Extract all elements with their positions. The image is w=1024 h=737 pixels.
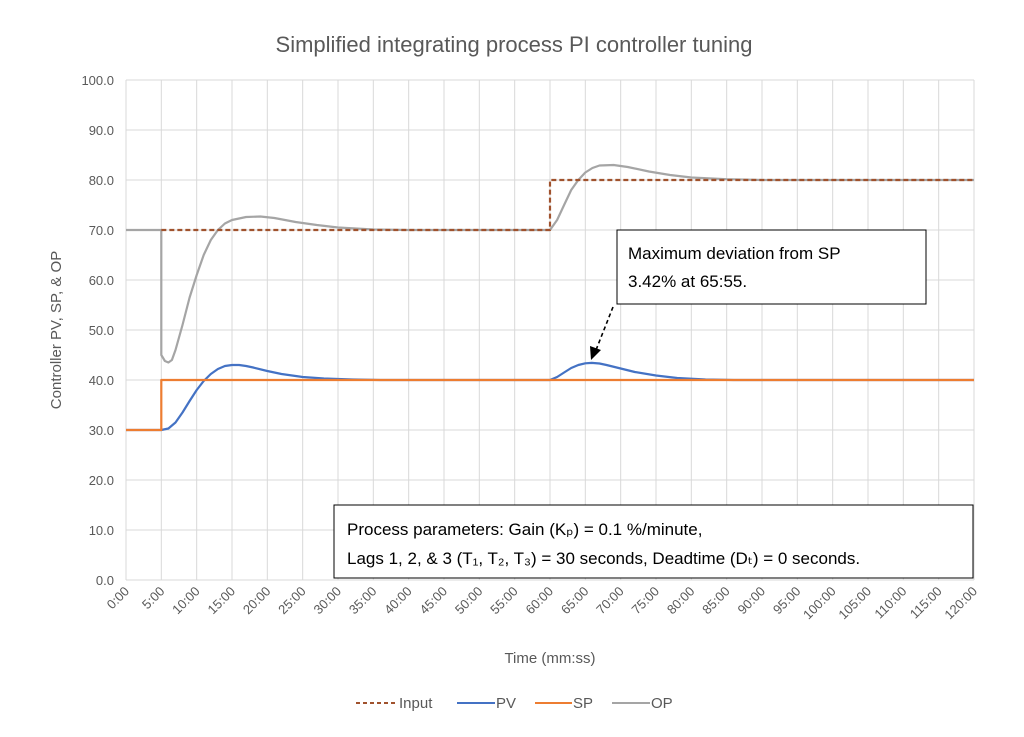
series-lines — [126, 163, 974, 432]
x-axis-label: Time (mm:ss) — [504, 650, 595, 667]
y-tick-label: 70.0 — [89, 223, 114, 238]
annotation-box — [616, 229, 927, 305]
y-tick-label: 40.0 — [89, 373, 114, 388]
x-tick-label: 100:00 — [800, 584, 839, 623]
x-tick-label: 95:00 — [770, 584, 804, 618]
legend-item-input: Input — [356, 695, 433, 712]
params-line1: Process parameters: Gain (Kₚ) = 0.1 %/mi… — [347, 520, 702, 539]
annotation-arrow — [595, 306, 614, 351]
legend-item-pv: PV — [457, 695, 516, 712]
legend-item-op: OP — [612, 695, 673, 712]
y-tick-label: 20.0 — [89, 473, 114, 488]
x-tick-label: 70:00 — [593, 584, 627, 618]
y-tick-label: 30.0 — [89, 423, 114, 438]
legend-label-input: Input — [399, 695, 433, 712]
legend: Input PV SP OP — [356, 695, 673, 712]
y-tick-label: 50.0 — [89, 323, 114, 338]
y-tick-label: 90.0 — [89, 123, 114, 138]
x-tick-label: 80:00 — [664, 584, 698, 618]
max-deviation-annotation: Maximum deviation from SP 3.42% at 65:55… — [590, 229, 927, 360]
y-tick-label: 60.0 — [89, 273, 114, 288]
x-tick-label: 85:00 — [699, 584, 733, 618]
x-tick-label: 40:00 — [381, 584, 415, 618]
y-tick-label: 0.0 — [96, 573, 114, 588]
x-tick-label: 10:00 — [169, 584, 203, 618]
y-tick-label: 80.0 — [89, 173, 114, 188]
x-tick-label: 5:00 — [139, 584, 168, 613]
legend-label-op: OP — [651, 695, 673, 712]
x-tick-label: 110:00 — [871, 584, 909, 622]
series-line-pv — [126, 361, 974, 432]
x-tick-label: 105:00 — [835, 584, 874, 623]
annotation-line1: Maximum deviation from SP — [628, 244, 841, 263]
x-tick-label: 30:00 — [311, 584, 345, 618]
x-tick-label: 60:00 — [523, 584, 557, 618]
annotation-line2: 3.42% at 65:55. — [628, 272, 747, 291]
x-tick-label: 65:00 — [558, 584, 592, 618]
series-line-op — [126, 163, 974, 364]
legend-label-sp: SP — [573, 695, 593, 712]
chart-title: Simplified integrating process PI contro… — [276, 32, 753, 57]
x-tick-label: 50:00 — [452, 584, 486, 618]
y-tick-label: 10.0 — [89, 523, 114, 538]
x-tick-label: 120:00 — [941, 584, 980, 623]
params-annotation: Process parameters: Gain (Kₚ) = 0.1 %/mi… — [333, 504, 974, 579]
x-tick-label: 115:00 — [907, 584, 945, 622]
legend-item-sp: SP — [535, 695, 593, 712]
x-axis-ticks: 0:00 5:00 10:00 15:00 20:00 25:00 30:00 35:00 40… — [104, 584, 981, 623]
x-tick-label: 55:00 — [487, 584, 521, 618]
x-tick-label: 15:00 — [205, 584, 239, 618]
series-line-input — [161, 178, 974, 232]
y-axis-label: Controller PV, SP, & OP — [48, 251, 65, 409]
x-tick-label: 45:00 — [417, 584, 451, 618]
y-tick-label: 100.0 — [81, 73, 114, 88]
series-line-sp — [126, 378, 974, 432]
x-tick-label: 90:00 — [735, 584, 769, 618]
arrow-head-icon — [590, 346, 601, 360]
x-tick-label: 20:00 — [240, 584, 274, 618]
params-line2: Lags 1, 2, & 3 (T₁, T₂, T₃) = 30 seconds… — [347, 549, 860, 568]
params-box — [333, 504, 974, 579]
x-tick-label: 35:00 — [346, 584, 380, 618]
x-tick-label: 25:00 — [275, 584, 309, 618]
y-axis-ticks: 0.0 10.0 20.0 30.0 40.0 50.0 60.0 70.0 80.0 90.0 1… — [81, 73, 114, 588]
legend-label-pv: PV — [496, 695, 516, 712]
x-tick-label: 75:00 — [629, 584, 663, 618]
